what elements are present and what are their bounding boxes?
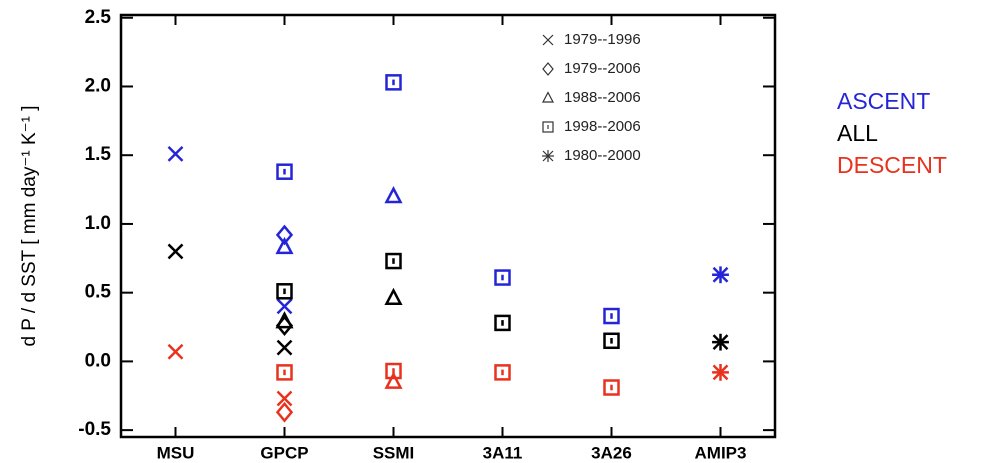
y-axis-label: d P / d SST [ mm day⁻¹ K⁻¹ ] xyxy=(19,105,40,346)
marker-shape xyxy=(542,121,554,133)
y-tick-label: 1.0 xyxy=(85,213,111,234)
data-point xyxy=(384,371,403,389)
data-point xyxy=(276,163,293,180)
regime-label: DESCENT xyxy=(837,152,947,178)
data-point xyxy=(167,243,184,260)
legend-marker xyxy=(542,150,554,162)
x-tick-label: 3A26 xyxy=(591,443,632,462)
marker-shape xyxy=(385,74,402,91)
data-point xyxy=(603,332,620,350)
marker-stroke xyxy=(167,343,184,360)
data-point xyxy=(385,252,402,270)
marker-stroke xyxy=(276,339,293,356)
marker-shape xyxy=(275,224,294,246)
regime-label: ALL xyxy=(837,120,878,146)
marker-shape xyxy=(275,401,294,423)
legend-label: 1988--2006 xyxy=(564,89,641,106)
marker-stroke xyxy=(167,145,184,162)
marker-shape xyxy=(384,287,403,306)
marker-shape xyxy=(494,314,511,332)
y-tick-label: 0.5 xyxy=(85,282,112,303)
y-tick-label: 0.0 xyxy=(85,350,111,371)
data-point xyxy=(167,343,184,360)
marker-stroke xyxy=(167,243,184,260)
data-point xyxy=(384,186,403,204)
data-point xyxy=(712,333,729,351)
marker-shape xyxy=(603,332,620,350)
data-point xyxy=(167,145,184,162)
marker-shape xyxy=(276,283,293,300)
legend-marker xyxy=(542,121,554,133)
y-tick-label: 1.5 xyxy=(85,144,112,165)
data-point xyxy=(276,364,293,381)
data-point xyxy=(494,269,511,286)
marker-shape xyxy=(384,371,403,389)
x-tick-label: SSMI xyxy=(373,443,415,462)
marker-shape xyxy=(385,252,402,270)
data-point xyxy=(603,307,620,325)
legend-label: 1979--2006 xyxy=(564,60,641,77)
marker-shape xyxy=(275,236,294,255)
legend-label: 1998--2006 xyxy=(564,118,641,135)
legend-marker xyxy=(542,34,554,46)
data-point xyxy=(385,74,402,91)
data-point xyxy=(276,390,293,407)
x-tick-label: MSU xyxy=(157,443,195,462)
marker-shape xyxy=(603,379,620,396)
x-tick-label: AMIP3 xyxy=(695,443,747,462)
data-point xyxy=(385,362,402,380)
legend-marker xyxy=(542,91,554,103)
data-point xyxy=(276,298,293,315)
marker-shape xyxy=(603,307,620,325)
data-point xyxy=(603,379,620,396)
marker-stroke xyxy=(542,34,554,46)
marker-stroke xyxy=(276,390,293,407)
legend-label: 1979--1996 xyxy=(564,31,641,48)
data-point xyxy=(384,287,403,306)
marker-shape xyxy=(276,364,293,381)
y-tick-label: 2.0 xyxy=(85,75,111,96)
plot-frame xyxy=(119,13,777,439)
data-point xyxy=(276,283,293,300)
data-point xyxy=(276,339,293,356)
y-tick-label: -0.5 xyxy=(78,419,111,440)
marker-shape xyxy=(542,62,554,76)
marker-shape xyxy=(384,186,403,204)
data-point xyxy=(494,364,511,381)
marker-shape xyxy=(494,269,511,286)
legend-marker xyxy=(542,62,554,76)
marker-shape xyxy=(542,91,554,103)
data-point xyxy=(275,401,294,423)
x-tick-label: GPCP xyxy=(260,443,308,462)
data-point xyxy=(275,224,294,246)
x-tick-label: 3A11 xyxy=(483,443,523,462)
data-point xyxy=(494,314,511,332)
marker-shape xyxy=(275,311,294,329)
marker-shape xyxy=(385,362,402,380)
data-point xyxy=(275,311,294,329)
marker-shape xyxy=(276,163,293,180)
marker-stroke xyxy=(276,298,293,315)
data-point xyxy=(712,363,729,381)
y-tick-label: 2.5 xyxy=(85,7,112,28)
legend-label: 1980--2000 xyxy=(564,147,641,164)
data-point xyxy=(275,236,294,255)
regime-label: ASCENT xyxy=(837,88,930,114)
data-point xyxy=(712,266,729,284)
marker-shape xyxy=(494,364,511,381)
